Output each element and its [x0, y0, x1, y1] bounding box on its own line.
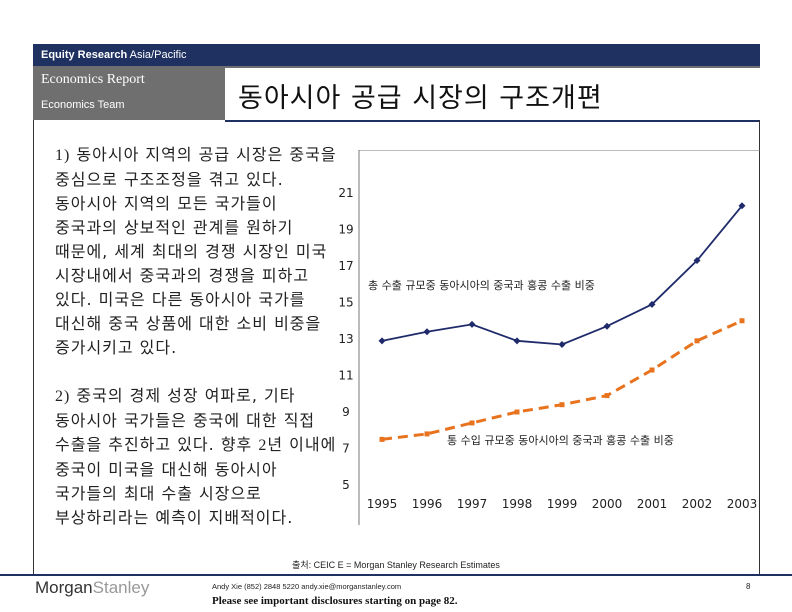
x-tick-label: 1999 [547, 497, 578, 511]
page-number: 8 [746, 582, 751, 591]
x-tick-label: 2003 [727, 497, 758, 511]
series-line-2 [381, 319, 743, 441]
y-tick-label: 9 [342, 405, 350, 419]
series-1-point [693, 257, 701, 265]
content-frame [33, 120, 760, 575]
x-tick-label: 2002 [682, 497, 713, 511]
brand-label: Equity Research [41, 49, 128, 61]
paragraph-1-text: 동아시아 지역의 공급 시장은 중국을 중심으로 구조조정을 겪고 있다. 동아… [55, 145, 337, 357]
series-1-point [603, 322, 611, 330]
paragraph-2: 2) 중국의 경제 성장 여파로, 기타 동아시아 국가들은 중국에 대한 직접… [55, 384, 340, 530]
series-2-point [559, 402, 565, 408]
x-tick-label: 1996 [412, 497, 443, 511]
paragraph-2-text-end: 년 이내에 중국이 미국을 대신해 동아시아 국가들의 최대 수출 시장으로 부… [55, 435, 337, 527]
y-tick-label: 13 [338, 332, 353, 346]
series-2-point [694, 338, 700, 344]
series-2-point [424, 431, 430, 437]
y-tick-label: 11 [338, 369, 353, 383]
series-1-point [468, 320, 476, 328]
series-2-point [514, 409, 520, 415]
paragraph-1: 1) 동아시아 지역의 공급 시장은 중국을 중심으로 구조조정을 겪고 있다.… [55, 143, 340, 360]
y-tick-label: 21 [338, 186, 353, 200]
y-tick-label: 17 [338, 259, 353, 273]
x-tick-label: 1998 [502, 497, 533, 511]
paragraph-2-text: 중국의 경제 성장 여파로, 기타 동아시아 국가들은 중국에 대한 직접 수출… [55, 386, 316, 454]
y-tick-label: 5 [342, 478, 350, 492]
report-type: Economics Report [41, 72, 145, 87]
morgan-stanley-logo: MorganStanley [35, 578, 149, 598]
series-line-1 [381, 205, 743, 346]
y-tick-label: 15 [338, 296, 353, 310]
analyst-contact: Andy Xie (852) 2848 5220 andy.xie@morgan… [212, 582, 402, 591]
series-1-point [738, 202, 746, 210]
footer-rule [0, 574, 792, 576]
series-2-label: 통 수입 규모중 동아시아의 중국과 홍콩 수출 비중 [447, 433, 674, 447]
series-2-point [379, 436, 385, 442]
top-banner: Equity Research Asia/Pacific [33, 44, 760, 66]
source-note: 출처: CEIC E = Morgan Stanley Research Est… [292, 560, 500, 570]
series-1-point [423, 328, 431, 336]
x-tick-label: 1995 [367, 497, 398, 511]
region-label: Asia/Pacific [129, 49, 187, 61]
series-2-point [469, 420, 475, 426]
series-2-point [604, 393, 610, 399]
paragraph-2-number-years: 2 [258, 437, 268, 454]
y-tick-label: 19 [338, 223, 353, 237]
disclosure-link[interactable]: Please see important disclosures startin… [212, 595, 458, 607]
series-1-point [558, 340, 566, 348]
x-tick-label: 1997 [457, 497, 488, 511]
paragraph-2-number: 2) [55, 388, 71, 405]
logo-dark-text: Morgan [35, 578, 93, 597]
series-1-point [513, 337, 521, 345]
x-tick-label: 2000 [592, 497, 623, 511]
series-1-point [378, 337, 386, 345]
x-tick-label: 2001 [637, 497, 668, 511]
y-tick-label: 7 [342, 442, 350, 456]
page-title: 동아시아 공급 시장의 구조개편 [238, 83, 603, 114]
series-1-label: 총 수출 규모중 동아시아의 중국과 홍콩 수출 비중 [368, 278, 595, 292]
logo-light-text: Stanley [92, 578, 150, 597]
series-2-point [739, 318, 745, 324]
paragraph-1-number: 1) [55, 147, 71, 164]
series-2-point [649, 367, 655, 373]
chart-svg: 5 7 9 11 13 15 17 19 21 1995 1996 1997 1998 1999 2000 2… [338, 149, 760, 525]
report-team: Economics Team [41, 99, 125, 111]
series-1-point [648, 300, 656, 308]
export-share-chart: 5 7 9 11 13 15 17 19 21 1995 1996 1997 1998 1999 2000 2… [330, 149, 760, 525]
title-panel [225, 68, 760, 122]
